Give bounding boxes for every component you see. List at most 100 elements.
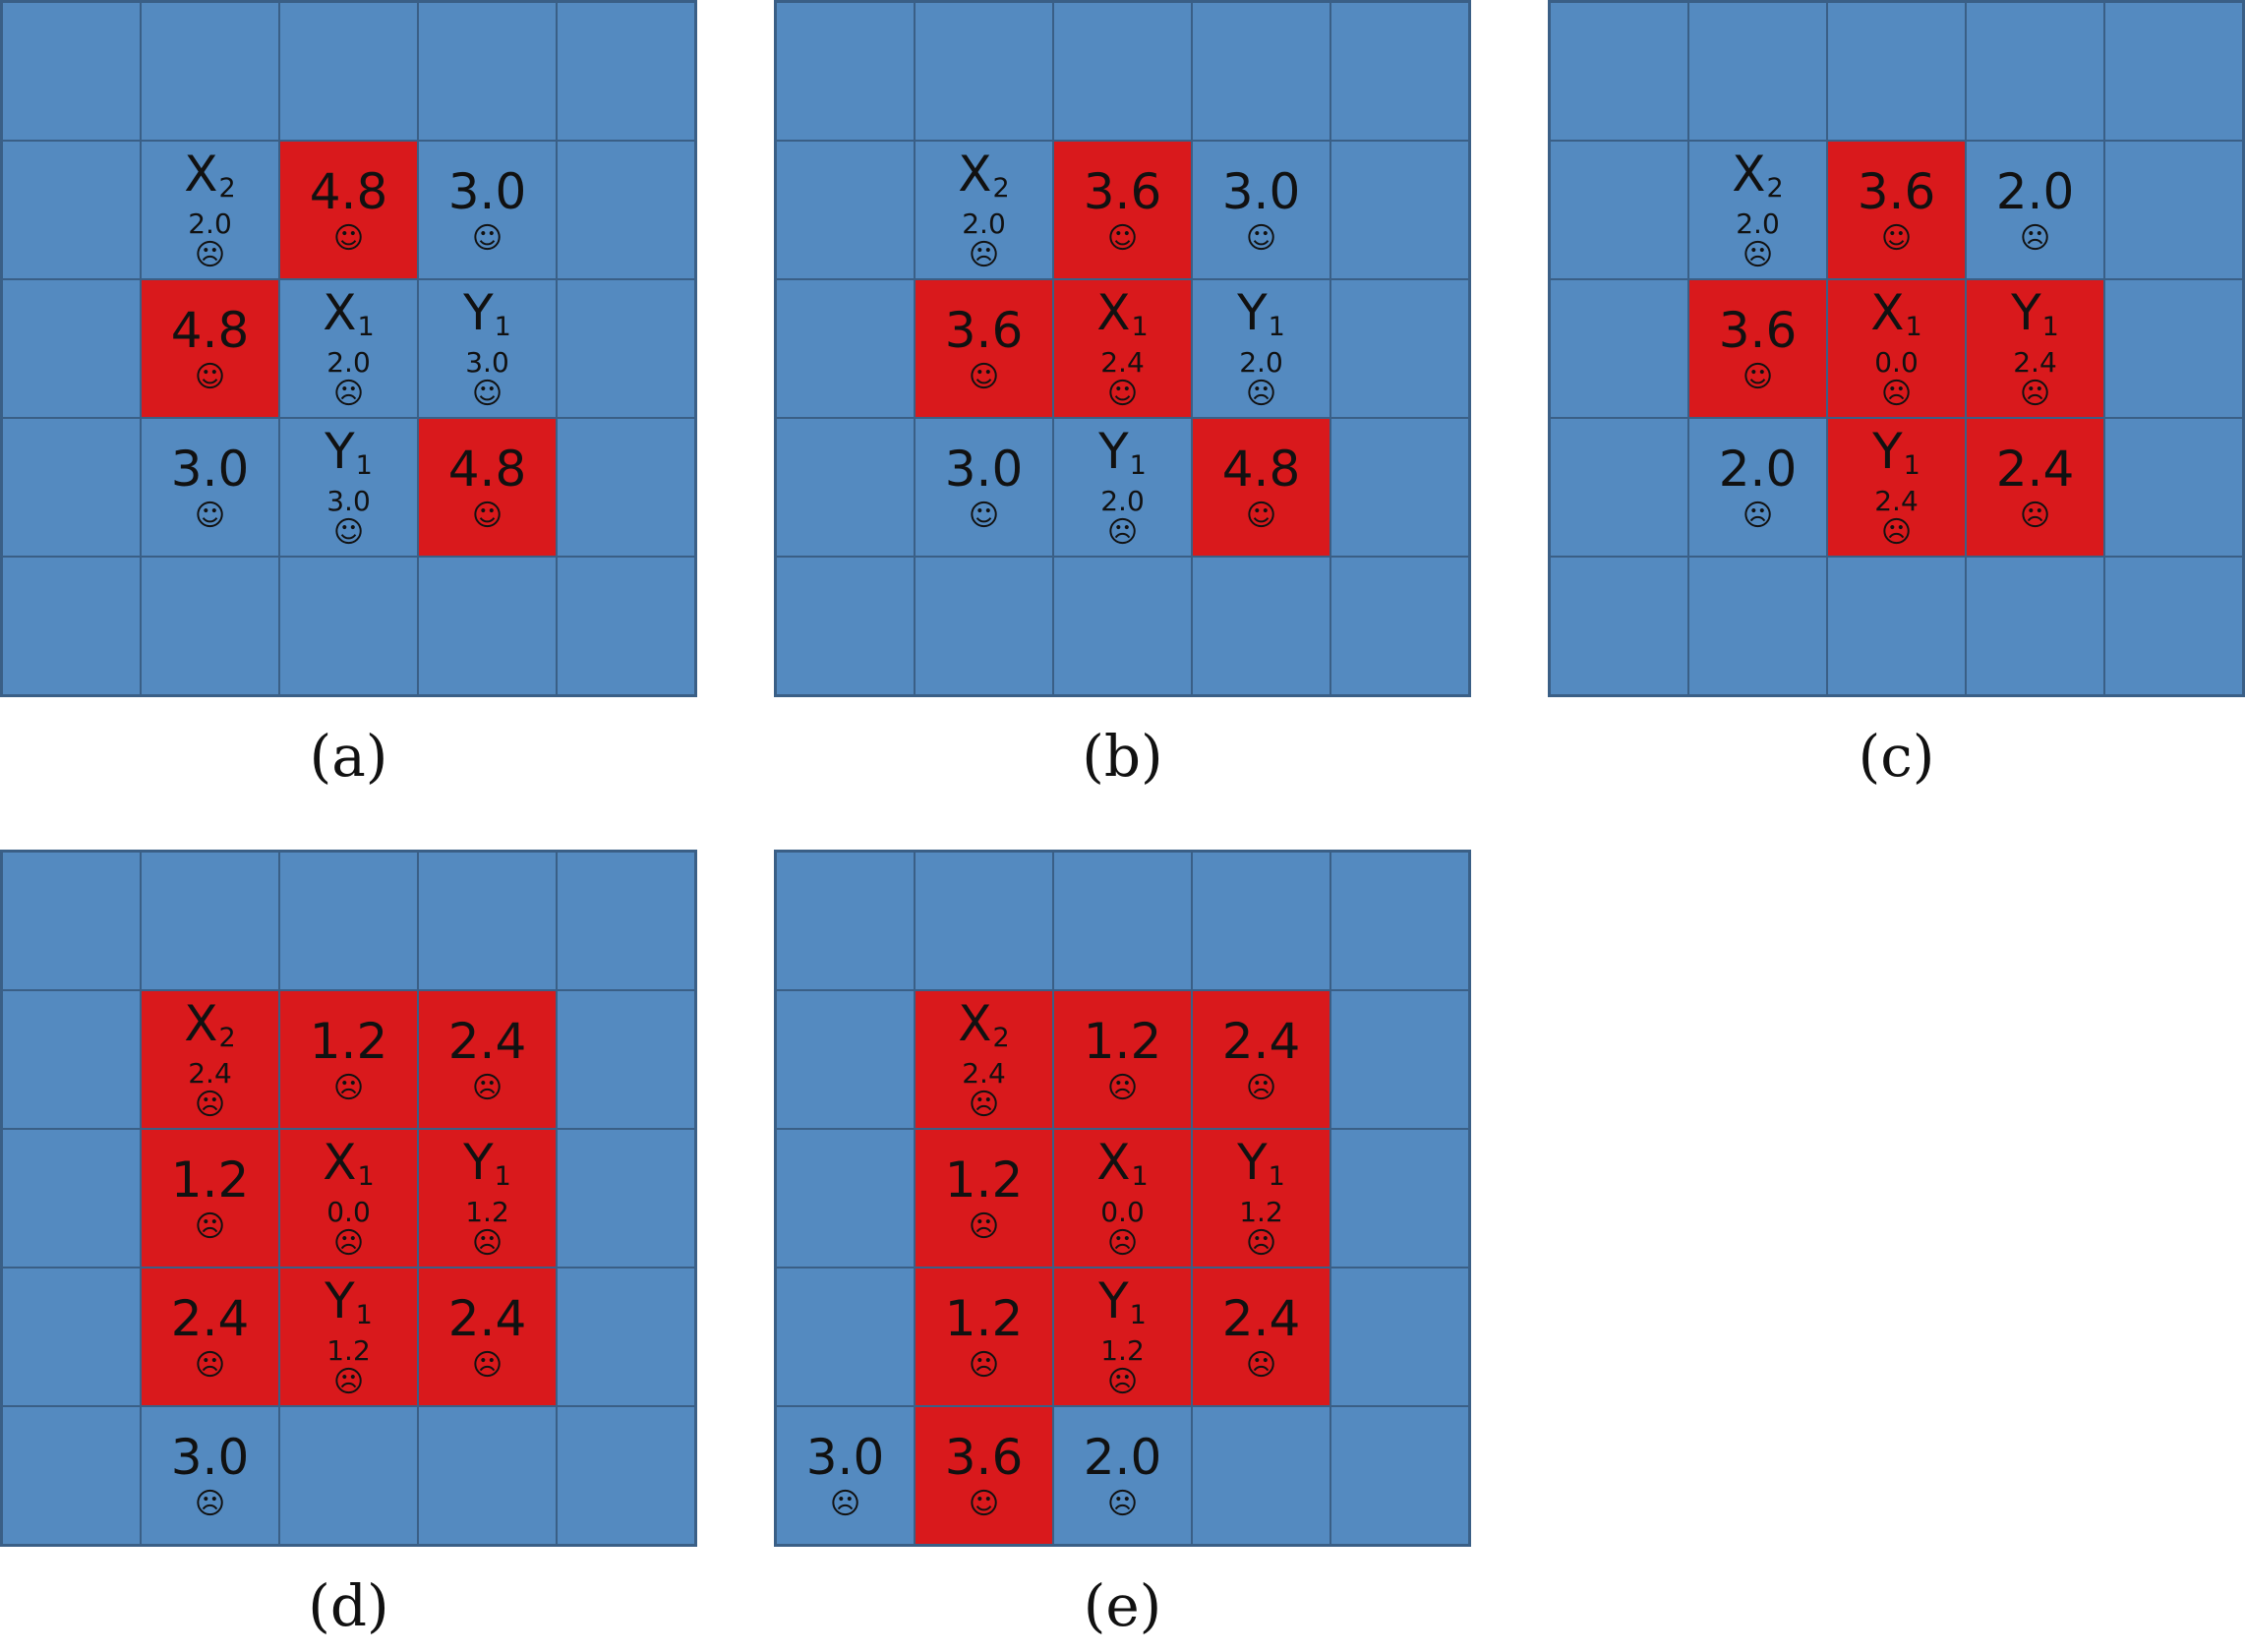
agent-subscript: 2 bbox=[1766, 173, 1784, 205]
agent-value: 1.2 bbox=[1100, 1333, 1145, 1367]
happy-face-icon: ☺ bbox=[968, 499, 1000, 533]
grid-cell bbox=[418, 852, 557, 990]
sad-face-icon: ☹ bbox=[194, 1210, 226, 1244]
happy-face-icon: ☺ bbox=[1106, 377, 1139, 412]
cell-value: 2.4 bbox=[170, 1289, 250, 1347]
agent-label: Y1 bbox=[463, 1137, 511, 1191]
grid-cell: X2 2.4 ☹ bbox=[915, 990, 1053, 1129]
grid-cell: 2.4 ☹ bbox=[141, 1268, 279, 1406]
cell-value: 3.0 bbox=[944, 440, 1024, 498]
agent-label: Y1 bbox=[1237, 287, 1285, 341]
grid-cell: Y1 3.0 ☺ bbox=[279, 418, 418, 557]
grid-cell bbox=[776, 1268, 915, 1406]
happy-face-icon: ☺ bbox=[1106, 221, 1139, 256]
cell-value: 4.8 bbox=[170, 301, 250, 359]
grid-cell bbox=[557, 1406, 695, 1545]
agent-value: 3.0 bbox=[465, 345, 509, 379]
sad-face-icon: ☹ bbox=[1742, 499, 1774, 533]
grid: X2 2.0 ☹ 3.6 ☺ 2.0 ☹ 3.6 ☺ X1 0.0 ☹ Y1 2.4 ☹ 2.0 ☹ Y1 2.4 ☹… bbox=[1548, 0, 2245, 697]
grid-cell bbox=[915, 852, 1053, 990]
agent-label: Y1 bbox=[463, 287, 511, 341]
cell-value: 3.0 bbox=[805, 1428, 885, 1486]
grid-cell: X1 2.0 ☹ bbox=[279, 279, 418, 418]
sad-face-icon: ☹ bbox=[968, 1210, 1000, 1244]
agent-name: Y bbox=[325, 423, 355, 481]
cell-value: 3.6 bbox=[944, 1428, 1024, 1486]
agent-name: Y bbox=[1098, 423, 1129, 481]
agent-value: 2.4 bbox=[1100, 345, 1145, 379]
grid-cell: 2.4 ☹ bbox=[418, 990, 557, 1129]
agent-value: 1.2 bbox=[326, 1333, 371, 1367]
grid-cell: Y1 2.4 ☹ bbox=[1827, 418, 1966, 557]
cell-value: 1.2 bbox=[1083, 1012, 1162, 1070]
grid-cell: Y1 1.2 ☹ bbox=[1192, 1129, 1330, 1268]
happy-face-icon: ☺ bbox=[332, 515, 365, 551]
agent-subscript: 1 bbox=[1129, 1300, 1147, 1331]
grid-cell bbox=[2, 1268, 141, 1406]
grid-cell bbox=[1688, 2, 1827, 141]
grid-cell: X2 2.0 ☹ bbox=[1688, 141, 1827, 279]
sad-face-icon: ☹ bbox=[2019, 377, 2051, 412]
agent-subscript: 1 bbox=[355, 450, 373, 482]
grid-cell bbox=[1827, 2, 1966, 141]
agent-value: 1.2 bbox=[465, 1195, 509, 1228]
grid-cell: 2.4 ☹ bbox=[1192, 1268, 1330, 1406]
sad-face-icon: ☹ bbox=[332, 1365, 365, 1400]
grid-cell bbox=[1550, 418, 1688, 557]
agent-value: 2.0 bbox=[1239, 345, 1283, 379]
agent-value: 2.0 bbox=[1736, 206, 1780, 240]
grid-cell: Y1 1.2 ☹ bbox=[418, 1129, 557, 1268]
agent-subscript: 1 bbox=[2041, 312, 2059, 343]
agent-label: Y1 bbox=[1098, 426, 1147, 480]
agent-subscript: 1 bbox=[1129, 450, 1147, 482]
grid-cell: 1.2 ☹ bbox=[915, 1268, 1053, 1406]
agent-value: 0.0 bbox=[326, 1195, 371, 1228]
grid-cell bbox=[1330, 418, 1469, 557]
grid-cell bbox=[279, 2, 418, 141]
panel-e: X2 2.4 ☹ 1.2 ☹ 2.4 ☹ 1.2 ☹ X1 0.0 ☹ Y1 1.2 ☹ 1.2 ☹ Y1 1.2 ☹… bbox=[774, 850, 1471, 1639]
grid-cell bbox=[141, 557, 279, 695]
sad-face-icon: ☹ bbox=[194, 1088, 226, 1123]
grid-cell bbox=[1550, 279, 1688, 418]
sad-face-icon: ☹ bbox=[1742, 238, 1774, 273]
grid-cell bbox=[1330, 1406, 1469, 1545]
grid-cell: 2.4 ☹ bbox=[1192, 990, 1330, 1129]
grid-cell bbox=[557, 418, 695, 557]
cell-value: 1.2 bbox=[944, 1289, 1024, 1347]
grid-cell bbox=[776, 1129, 915, 1268]
agent-name: Y bbox=[1098, 1272, 1129, 1330]
agent-subscript: 1 bbox=[355, 1300, 373, 1331]
grid-cell: 2.0 ☹ bbox=[1966, 141, 2104, 279]
grid-cell: 3.6 ☺ bbox=[915, 279, 1053, 418]
agent-name: X bbox=[184, 146, 218, 204]
grid-cell bbox=[1550, 557, 1688, 695]
agent-name: Y bbox=[1237, 1134, 1268, 1192]
grid: X2 2.4 ☹ 1.2 ☹ 2.4 ☹ 1.2 ☹ X1 0.0 ☹ Y1 1.2 ☹ 2.4 ☹ Y1 1.2 ☹… bbox=[0, 850, 697, 1547]
agent-value: 2.0 bbox=[1100, 484, 1145, 517]
grid-cell bbox=[1688, 557, 1827, 695]
grid-cell bbox=[418, 557, 557, 695]
agent-label: X1 bbox=[1096, 1137, 1148, 1191]
grid-cell bbox=[1330, 2, 1469, 141]
agent-label: X2 bbox=[958, 148, 1009, 203]
agent-value: 2.4 bbox=[188, 1056, 232, 1090]
agent-name: X bbox=[323, 1134, 357, 1192]
happy-face-icon: ☺ bbox=[332, 221, 365, 256]
agent-label: Y1 bbox=[2011, 287, 2059, 341]
sad-face-icon: ☹ bbox=[2019, 221, 2051, 256]
cell-value: 3.6 bbox=[1857, 162, 1936, 220]
grid-cell bbox=[776, 141, 915, 279]
grid-cell bbox=[1827, 557, 1966, 695]
sad-face-icon: ☹ bbox=[1880, 377, 1913, 412]
agent-value: 2.4 bbox=[962, 1056, 1006, 1090]
panel-a: X2 2.0 ☹ 4.8 ☺ 3.0 ☺ 4.8 ☺ X1 2.0 ☹ Y1 3.0 ☺ 3.0 ☺ Y1 3.0 ☺… bbox=[0, 0, 697, 790]
sad-face-icon: ☹ bbox=[332, 1071, 365, 1105]
grid-cell bbox=[279, 1406, 418, 1545]
agent-label: Y1 bbox=[1237, 1137, 1285, 1191]
grid-cell bbox=[1192, 852, 1330, 990]
sad-face-icon: ☹ bbox=[1106, 1487, 1139, 1521]
agent-name: Y bbox=[1237, 284, 1268, 342]
grid-cell bbox=[1330, 279, 1469, 418]
grid-cell bbox=[2104, 2, 2243, 141]
happy-face-icon: ☺ bbox=[1742, 360, 1774, 394]
